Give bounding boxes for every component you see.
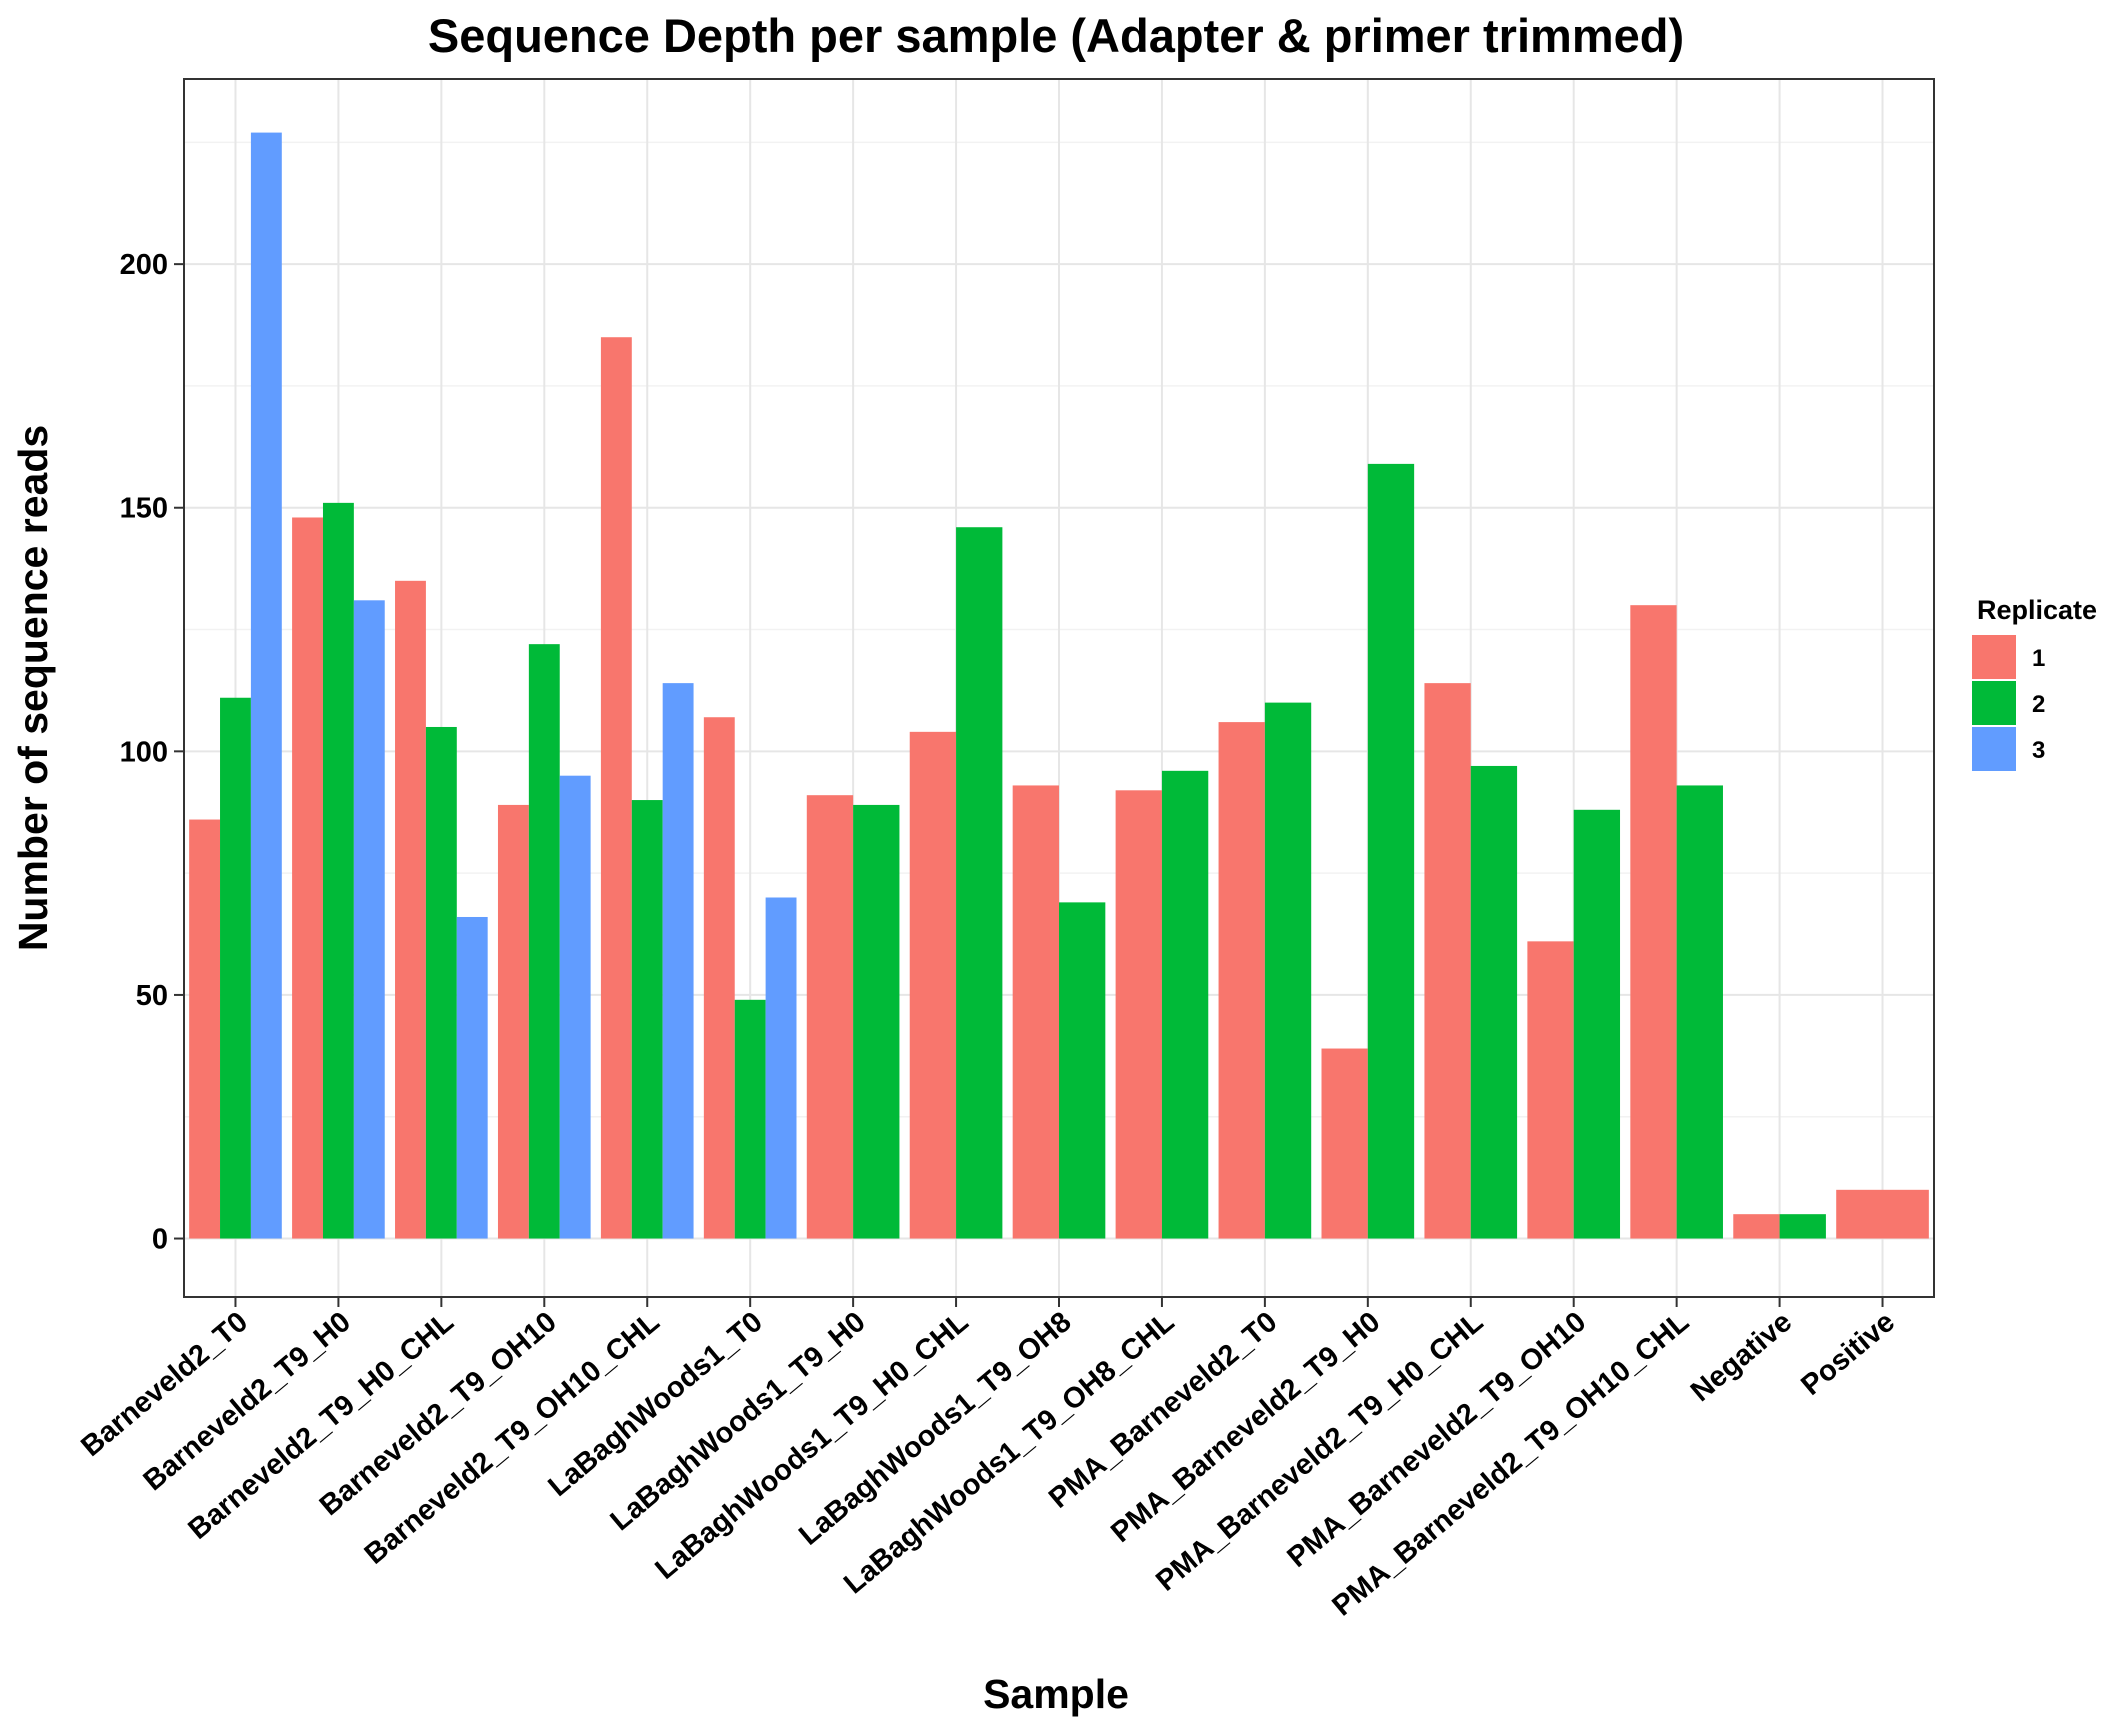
legend-title: Replicate bbox=[1977, 595, 2097, 625]
y-tick-label: 150 bbox=[120, 493, 168, 525]
bar-PMA_Barneveld2_T9_OH10-rep1 bbox=[1527, 941, 1574, 1239]
bar-LaBaghWoods1_T9_OH8-rep1 bbox=[1012, 785, 1059, 1239]
y-tick-label: 50 bbox=[136, 980, 168, 1012]
bar-LaBaghWoods1_T0-rep3 bbox=[765, 897, 797, 1239]
bar-Barneveld2_T9_H0-rep1 bbox=[292, 517, 323, 1239]
bar-LaBaghWoods1_T9_H0_CHL-rep1 bbox=[909, 731, 957, 1239]
bar-Barneveld2_T0-rep1 bbox=[189, 819, 221, 1239]
legend-key-3 bbox=[1972, 727, 2016, 771]
bar-Barneveld2_T0-rep2 bbox=[220, 697, 251, 1239]
bar-Barneveld2_T9_OH10_CHL-rep1 bbox=[600, 337, 632, 1239]
bar-Barneveld2_T9_H0_CHL-rep3 bbox=[456, 916, 488, 1239]
bar-Barneveld2_T9_H0-rep3 bbox=[353, 600, 385, 1239]
bar-PMA_Barneveld2_T0-rep1 bbox=[1218, 722, 1265, 1239]
bar-Negative-rep2 bbox=[1779, 1214, 1826, 1239]
bar-LaBaghWoods1_T0-rep1 bbox=[703, 717, 735, 1239]
bar-LaBaghWoods1_T9_H0_CHL-rep2 bbox=[956, 527, 1003, 1239]
legend-key-1 bbox=[1972, 635, 2016, 679]
bar-Barneveld2_T9_OH10_CHL-rep2 bbox=[631, 800, 663, 1239]
bar-LaBaghWoods1_T9_OH8_CHL-rep1 bbox=[1115, 790, 1162, 1239]
bar-Barneveld2_T9_OH10-rep1 bbox=[497, 804, 529, 1239]
legend-label-3: 3 bbox=[2032, 737, 2045, 764]
legend-label-2: 2 bbox=[2032, 691, 2045, 718]
bar-LaBaghWoods1_T9_H0-rep2 bbox=[853, 804, 900, 1239]
bar-LaBaghWoods1_T9_OH8_CHL-rep2 bbox=[1161, 770, 1209, 1239]
axes: 050100150200Barneveld2_T0Barneveld2_T9_H… bbox=[75, 78, 1935, 1623]
bar-LaBaghWoods1_T9_H0-rep1 bbox=[806, 795, 854, 1239]
bar-PMA_Barneveld2_T9_OH10_CHL-rep1 bbox=[1630, 605, 1677, 1239]
bar-Barneveld2_T9_H0_CHL-rep1 bbox=[395, 580, 426, 1239]
bar-PMA_Barneveld2_T9_H0-rep1 bbox=[1321, 1048, 1368, 1239]
bar-PMA_Barneveld2_T0-rep2 bbox=[1264, 702, 1312, 1239]
bar-Barneveld2_T9_H0-rep2 bbox=[322, 502, 354, 1239]
bar-Barneveld2_T9_H0_CHL-rep2 bbox=[425, 726, 457, 1239]
y-tick-label: 200 bbox=[120, 249, 168, 281]
legend-key-2 bbox=[1972, 681, 2016, 725]
legend-label-1: 1 bbox=[2032, 645, 2045, 672]
x-axis-title: Sample bbox=[983, 1671, 1129, 1717]
y-axis-title: Number of sequence reads bbox=[10, 425, 56, 951]
bar-LaBaghWoods1_T9_OH8-rep2 bbox=[1059, 902, 1106, 1239]
bar-PMA_Barneveld2_T9_H0_CHL-rep1 bbox=[1424, 683, 1471, 1239]
bar-Positive-rep1 bbox=[1836, 1189, 1929, 1239]
y-tick-label: 0 bbox=[152, 1224, 168, 1256]
y-tick-label: 100 bbox=[120, 736, 168, 768]
bar-Barneveld2_T9_OH10-rep2 bbox=[528, 644, 560, 1239]
chart-title: Sequence Depth per sample (Adapter & pri… bbox=[428, 9, 1684, 62]
bar-Barneveld2_T0-rep3 bbox=[250, 132, 282, 1239]
bar-PMA_Barneveld2_T9_OH10-rep2 bbox=[1573, 809, 1621, 1239]
bar-PMA_Barneveld2_T9_H0-rep2 bbox=[1367, 463, 1415, 1239]
bar-PMA_Barneveld2_T9_OH10_CHL-rep2 bbox=[1676, 785, 1723, 1239]
legend: Replicate 1 2 3 bbox=[1972, 595, 2097, 771]
bar-PMA_Barneveld2_T9_H0_CHL-rep2 bbox=[1470, 765, 1518, 1239]
bar-Barneveld2_T9_OH10-rep3 bbox=[559, 775, 591, 1239]
bars bbox=[189, 132, 1929, 1239]
bar-Negative-rep1 bbox=[1733, 1214, 1780, 1239]
bar-LaBaghWoods1_T0-rep2 bbox=[734, 999, 766, 1239]
bar-Barneveld2_T9_OH10_CHL-rep3 bbox=[662, 683, 694, 1239]
